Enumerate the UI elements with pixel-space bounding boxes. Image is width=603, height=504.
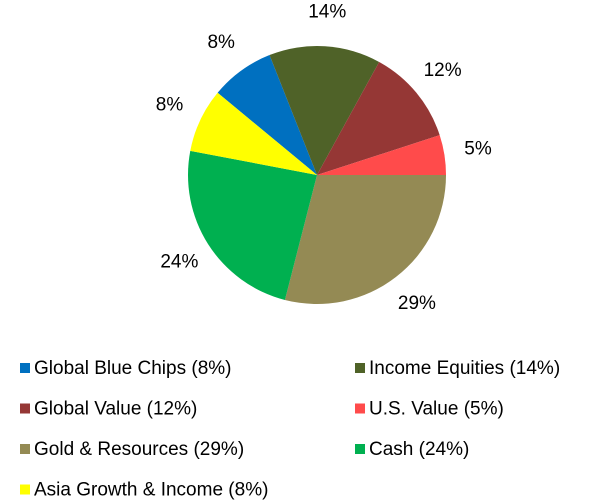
legend-label: Income Equities (14%) <box>369 358 560 379</box>
data-label: 24% <box>160 251 198 272</box>
data-label: 14% <box>308 1 346 22</box>
pie-slice <box>317 135 446 175</box>
legend-swatch <box>355 444 365 454</box>
legend-label: Gold & Resources (29%) <box>34 439 244 460</box>
legend-label: U.S. Value (5%) <box>369 399 504 420</box>
pie-slice <box>284 175 446 304</box>
legend-swatch <box>20 403 30 414</box>
legend-swatch <box>355 403 365 414</box>
legend-label: Global Value (12%) <box>34 399 197 420</box>
pie-slice <box>190 92 317 175</box>
pie-slice <box>317 61 440 176</box>
legend-swatch <box>20 444 30 454</box>
data-label: 5% <box>464 139 492 160</box>
pie-slice <box>187 150 317 300</box>
data-label: 8% <box>156 95 184 116</box>
data-label: 12% <box>424 60 462 81</box>
legend-swatch <box>20 484 30 495</box>
legend-label: Cash (24%) <box>369 439 469 460</box>
legend-label: Global Blue Chips (8%) <box>34 358 231 379</box>
legend-swatch <box>20 363 30 373</box>
pie-slice <box>269 46 380 176</box>
legend-label: Asia Growth & Income (8%) <box>34 480 268 501</box>
data-label: 29% <box>398 293 436 314</box>
legend-swatch <box>355 363 365 373</box>
pie-slice <box>217 55 317 175</box>
data-label: 8% <box>207 32 235 53</box>
